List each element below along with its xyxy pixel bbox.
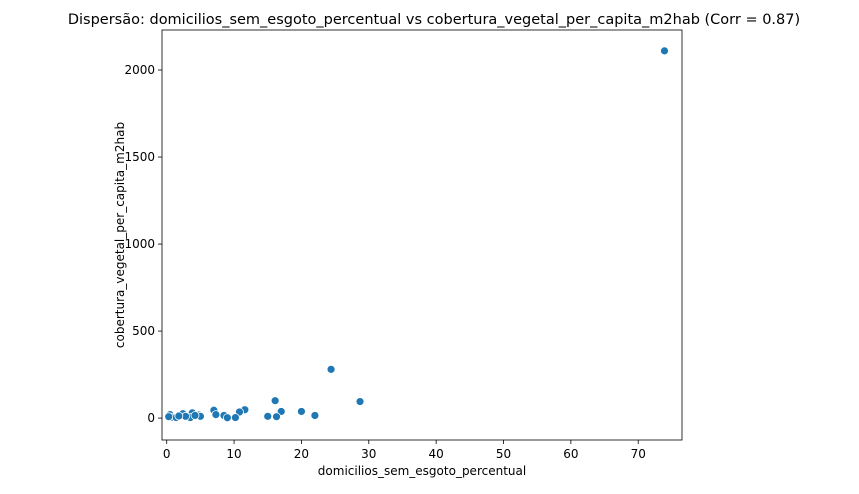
x-tick-label: 20: [294, 447, 309, 461]
x-tick-label: 30: [361, 447, 376, 461]
point: [326, 364, 336, 374]
point: [222, 413, 232, 423]
x-tick-label: 50: [496, 447, 511, 461]
chart-title: Dispersão: domicilios_sem_esgoto_percent…: [68, 12, 800, 28]
point: [211, 410, 221, 419]
x-tick-label: 0: [163, 447, 171, 461]
x-tick-label: 70: [631, 447, 646, 461]
y-tick-label: 2000: [124, 63, 155, 77]
x-tick-label: 40: [429, 447, 444, 461]
point: [164, 412, 174, 422]
point: [231, 413, 240, 422]
y-tick-label: 500: [132, 324, 155, 338]
y-axis-label: cobertura_vegetal_per_capita_m2hab: [113, 122, 127, 348]
point: [297, 407, 306, 416]
x-tick-label: 60: [563, 447, 578, 461]
point: [355, 397, 365, 406]
point: [660, 46, 669, 56]
point: [270, 396, 280, 406]
point: [190, 411, 200, 420]
y-tick-label: 1500: [124, 150, 155, 164]
x-tick-label: 10: [226, 447, 241, 461]
point: [263, 411, 273, 421]
point: [272, 412, 281, 422]
point: [174, 411, 184, 421]
x-axis-label: domicilios_sem_esgoto_percentual: [318, 464, 526, 478]
y-tick-label: 0: [147, 411, 155, 425]
y-tick-label: 1000: [124, 237, 155, 251]
plot-frame: [161, 29, 683, 441]
point: [310, 411, 320, 420]
